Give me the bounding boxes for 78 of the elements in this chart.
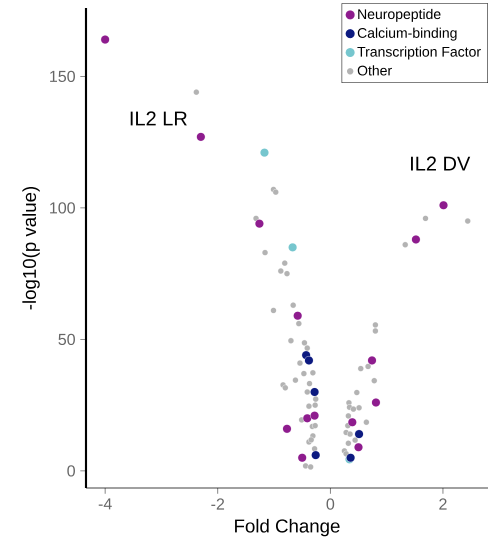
point [296, 360, 304, 366]
point [311, 450, 320, 460]
point [306, 403, 312, 410]
point [272, 188, 279, 196]
point [308, 436, 314, 443]
annotation: IL2 DV [411, 156, 470, 171]
point [371, 378, 378, 384]
point [356, 404, 362, 411]
point [348, 418, 357, 427]
point [345, 412, 352, 420]
legend-label: Transcription Factor [357, 46, 481, 60]
point [288, 338, 294, 344]
point [304, 356, 314, 365]
point [372, 328, 379, 334]
point [304, 344, 310, 352]
point [422, 215, 429, 222]
point [193, 89, 200, 96]
x-axis-title: Fold Change [235, 518, 340, 536]
point [354, 430, 364, 439]
point [306, 380, 313, 387]
point [312, 402, 318, 408]
point [411, 234, 420, 244]
point [310, 388, 320, 396]
point [304, 388, 310, 396]
annotation: IL2 LR [130, 111, 187, 126]
point [372, 322, 379, 328]
point [363, 419, 370, 426]
point [312, 422, 318, 429]
point [364, 363, 372, 370]
legend-label: Other [358, 65, 392, 76]
point [368, 356, 376, 365]
point [439, 200, 448, 210]
x-tick-label: -4 [98, 498, 112, 510]
point [278, 268, 284, 274]
point [345, 440, 352, 446]
point [292, 377, 299, 384]
point [310, 411, 320, 420]
point [302, 462, 309, 470]
point [371, 398, 380, 407]
point [358, 365, 364, 372]
point [270, 307, 277, 314]
x-tick-label: 2 [439, 498, 447, 510]
point [312, 396, 319, 402]
point [254, 219, 264, 228]
point [282, 260, 288, 266]
y-tick-label: 150 [50, 70, 75, 82]
y-tick-label: 100 [50, 202, 75, 214]
point [196, 132, 206, 142]
point [284, 270, 290, 277]
point [301, 340, 308, 346]
point [298, 453, 307, 462]
point [354, 442, 363, 452]
point [352, 436, 358, 444]
point [293, 311, 302, 320]
x-tick-label: 0 [326, 498, 334, 510]
point [354, 389, 360, 396]
point [282, 424, 292, 434]
y-tick-label: 0 [67, 465, 75, 477]
point [310, 370, 316, 376]
point [296, 320, 302, 327]
point [288, 242, 298, 252]
point [100, 35, 110, 44]
y-tick-label: 50 [58, 334, 75, 346]
point [290, 302, 296, 308]
point [260, 148, 269, 158]
legend-label: Calcium-binding [358, 28, 457, 41]
y-axis-title: -log10(p value) [22, 186, 40, 310]
point [282, 384, 288, 391]
point [302, 414, 312, 423]
point [308, 464, 314, 470]
x-tick-label: -2 [211, 498, 224, 510]
point [464, 218, 471, 224]
legend-label: Neuropeptide [358, 8, 441, 22]
point [350, 406, 357, 412]
point [346, 430, 354, 438]
point [262, 249, 268, 256]
point [300, 370, 308, 377]
point [402, 242, 408, 248]
